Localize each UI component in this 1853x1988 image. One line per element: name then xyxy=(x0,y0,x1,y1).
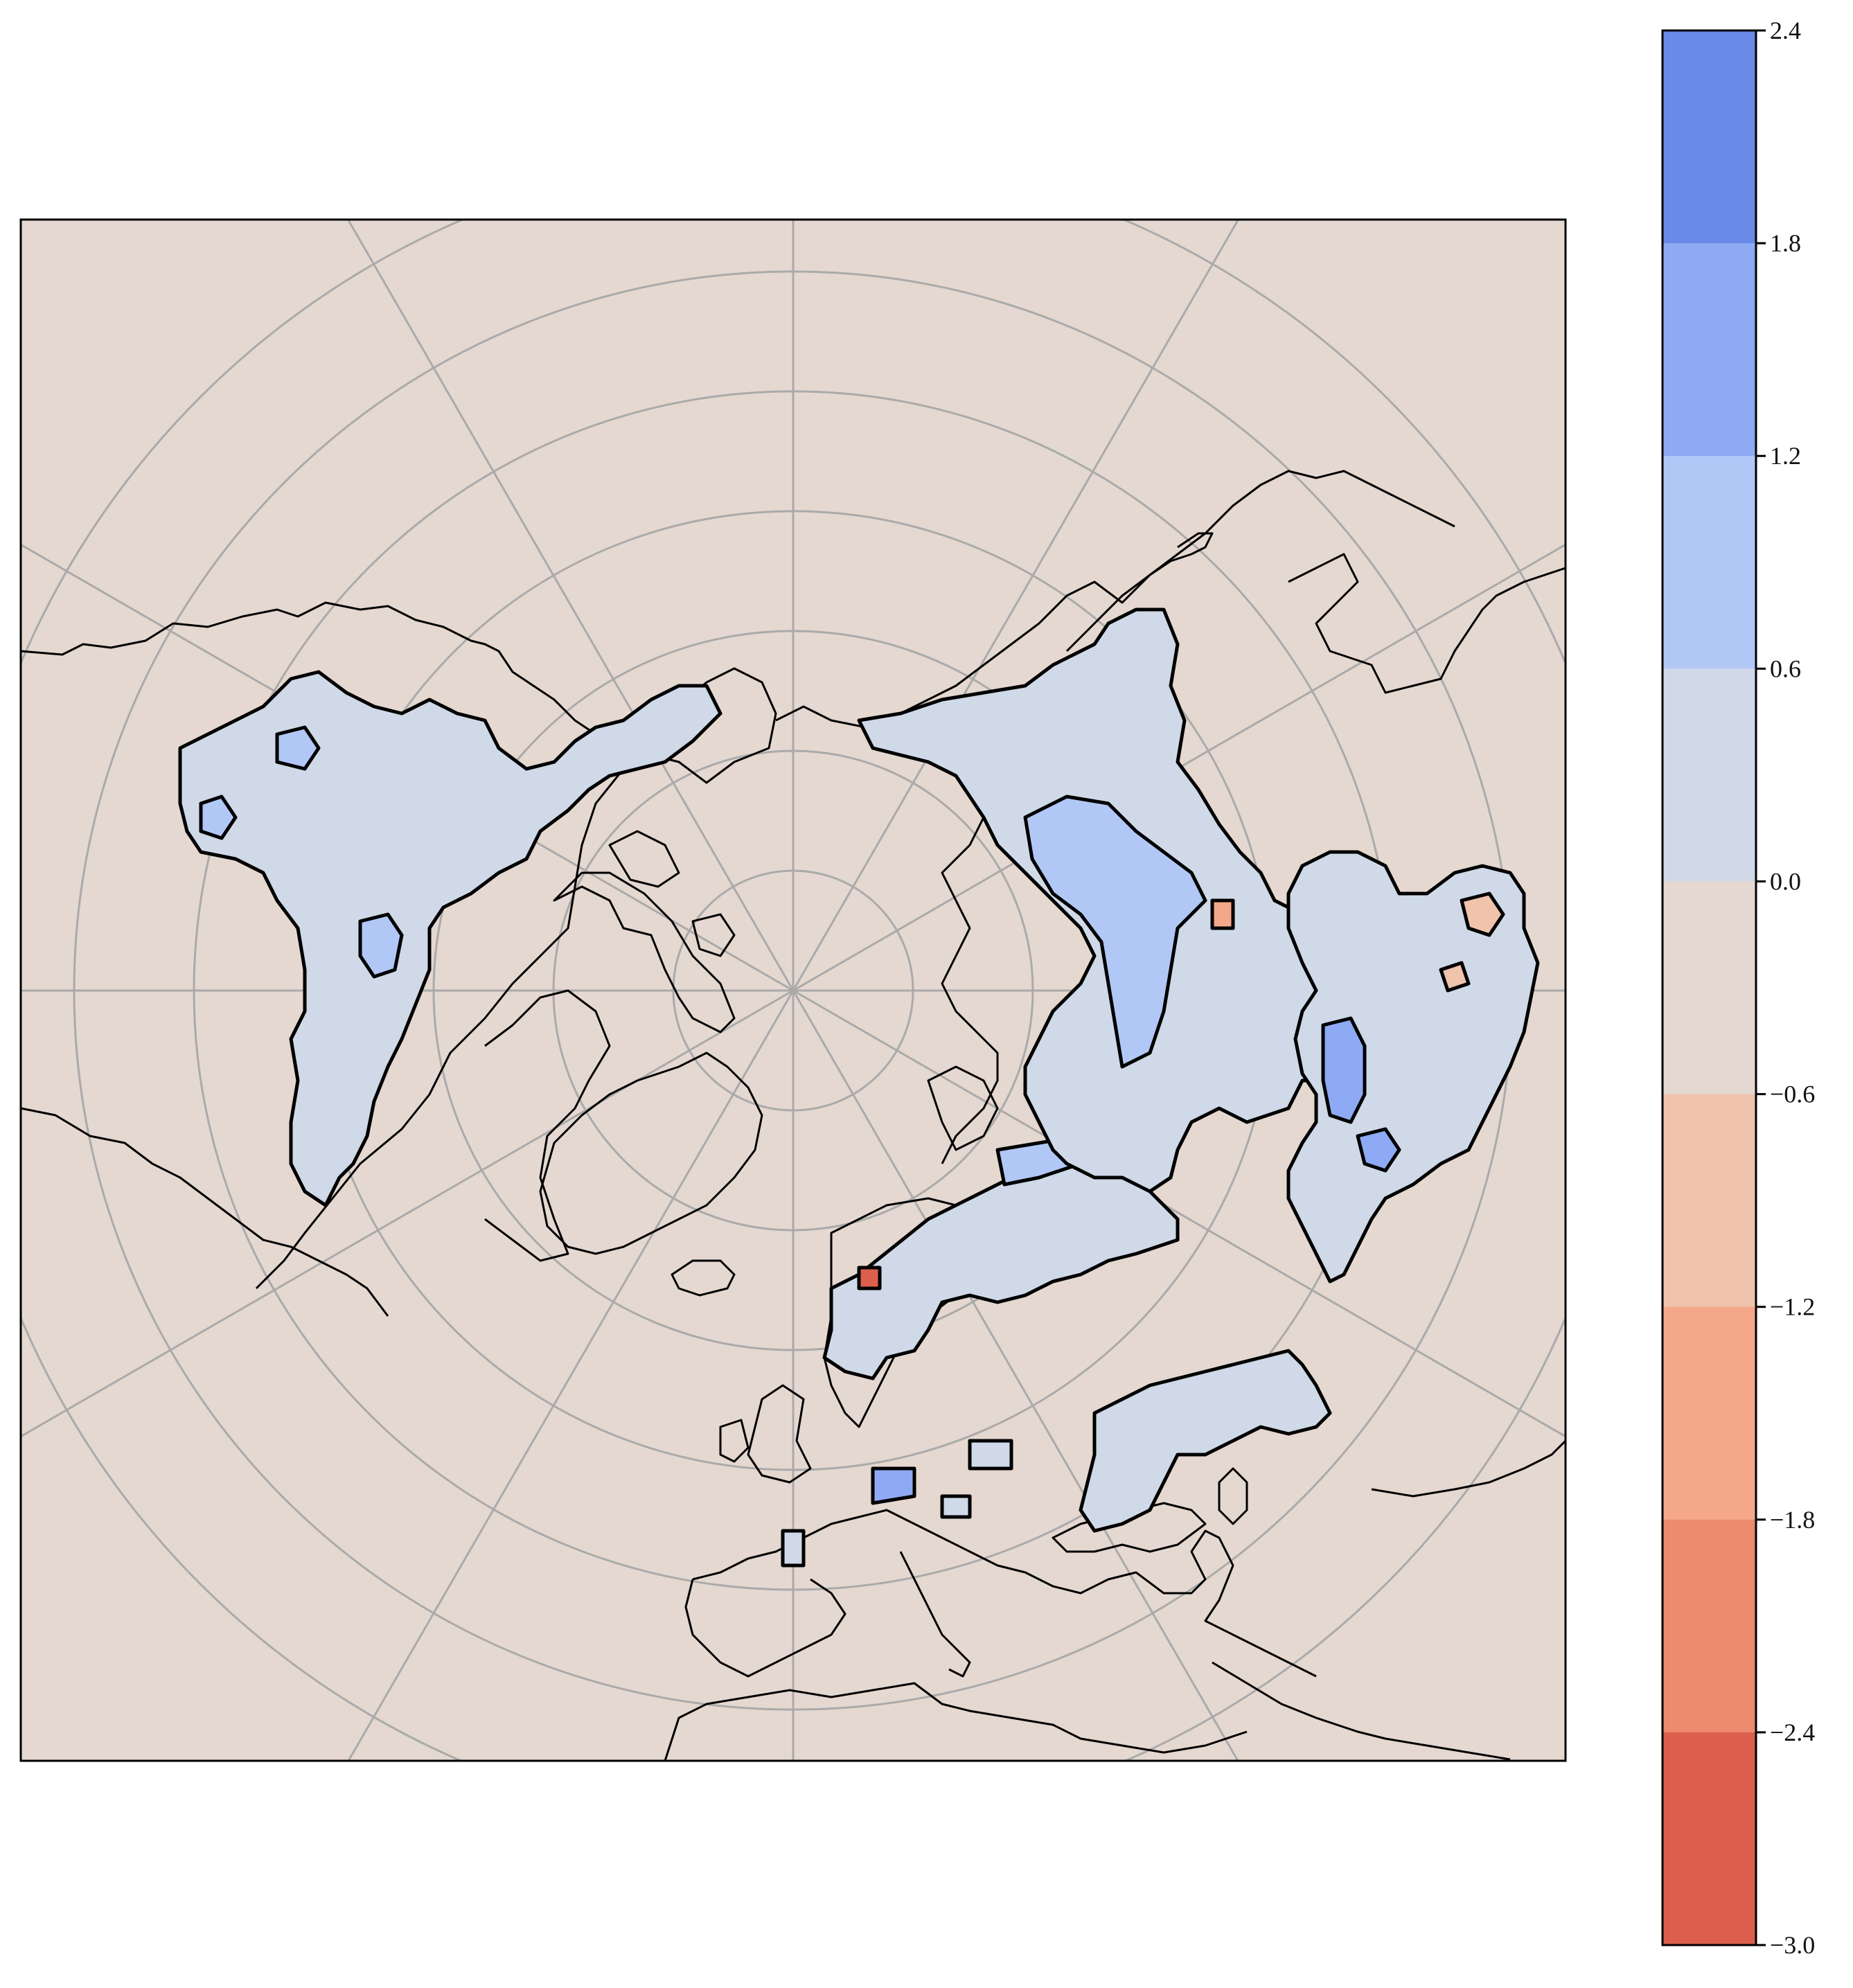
colorbar-block xyxy=(1663,881,1756,1095)
coastline-usa-west xyxy=(21,1107,389,1317)
colorbar-block xyxy=(1663,1519,1756,1733)
colorbar-block xyxy=(1663,456,1756,669)
colorbar-block xyxy=(1663,1094,1756,1308)
coastlines xyxy=(21,470,1566,1761)
region-siberia-red xyxy=(1210,898,1235,930)
coastline-iberia xyxy=(684,1578,846,1678)
colorbar-tick-label: −3.0 xyxy=(1770,1931,1815,1959)
region-north-america-inner xyxy=(199,725,404,979)
colorbar-block xyxy=(1663,668,1756,882)
meridian-330 xyxy=(346,220,795,991)
map-frame xyxy=(19,218,1567,1762)
colorbar-tick-label: 2.4 xyxy=(1770,17,1801,44)
meridian-210 xyxy=(347,990,795,1761)
coastline-greenland xyxy=(539,1051,763,1255)
colorbar-frame xyxy=(1661,29,1757,1946)
coastline-arctic-islands xyxy=(553,830,736,1033)
coastline-kamchatka xyxy=(1065,532,1214,653)
colorbar-tick-label: 0.0 xyxy=(1770,867,1801,895)
coastline-italy xyxy=(899,1551,971,1678)
colorbar-block xyxy=(1663,243,1756,456)
meridian-30 xyxy=(792,220,1240,991)
region-scandinavia-red xyxy=(857,1266,882,1290)
region-central-asia xyxy=(1079,1349,1332,1533)
region-east-asia-negative xyxy=(1439,891,1505,993)
highlight-regions xyxy=(178,607,1540,1568)
coastline-middle-east xyxy=(1212,1661,1511,1761)
region-europe-small-2 xyxy=(781,1439,1013,1568)
region-north-america xyxy=(178,670,722,1207)
colorbar-tick-label: −2.4 xyxy=(1770,1719,1815,1746)
colorbar-tick-label: −0.6 xyxy=(1770,1081,1815,1108)
colorbar-tick-label: 1.8 xyxy=(1770,229,1801,257)
coastline-africa xyxy=(664,1682,1248,1761)
colorbar-blocks xyxy=(1663,30,1756,1946)
colorbar-tick-label: −1.8 xyxy=(1770,1506,1815,1534)
colorbar-block xyxy=(1663,1306,1756,1520)
meridian-240 xyxy=(21,989,794,1438)
colorbar-tick-label: 1.2 xyxy=(1770,442,1801,470)
coastline-europe xyxy=(692,1509,1317,1678)
coastline-south-asia xyxy=(1371,1439,1566,1498)
region-europe-small-1 xyxy=(871,1466,916,1505)
colorbar-ticks: 2.4 1.8 1.2 0.6 0.0 −0.6 −1.2 −1.8 −2.4 −3.0 xyxy=(1756,17,1815,1959)
region-east-asia-inner xyxy=(1321,1016,1401,1173)
colorbar-tick-label: 0.6 xyxy=(1770,655,1801,682)
coastline-hudson xyxy=(484,989,611,1262)
coastline-novaya-zemlya xyxy=(927,1065,999,1151)
coastline-canada-east xyxy=(255,667,777,1290)
colorbar-tick-label: −1.2 xyxy=(1770,1293,1815,1321)
colorbar-block xyxy=(1663,1732,1756,1946)
coastline-iceland xyxy=(671,1259,736,1297)
coastline-british-isles xyxy=(719,1384,812,1484)
colorbar: 2.4 1.8 1.2 0.6 0.0 −0.6 −1.2 −1.8 −2.4 −3.0 xyxy=(1661,17,1815,1959)
region-siberia-inner xyxy=(1023,795,1207,1069)
coastline-east-asia xyxy=(1288,553,1566,694)
colorbar-block xyxy=(1663,30,1756,244)
region-east-asia xyxy=(1286,850,1540,1284)
